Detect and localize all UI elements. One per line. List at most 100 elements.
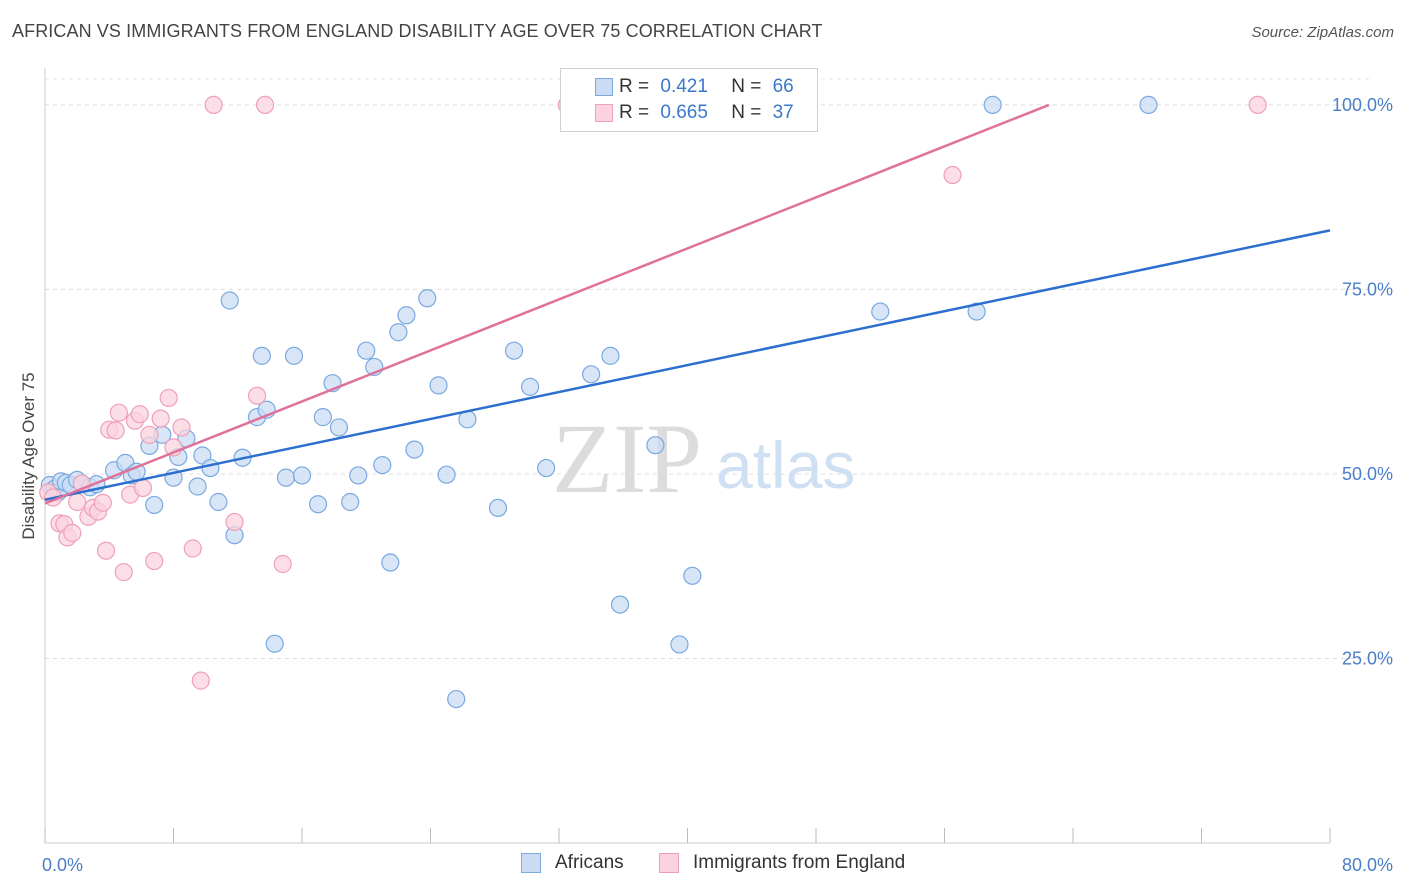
point-england (247, 386, 267, 405)
chart-source: Source: ZipAtlas.com (1251, 24, 1394, 41)
point-africans (601, 346, 620, 365)
x-tick-label: 0.0% (42, 855, 83, 875)
correlation-legend: R = 0.421 N = 66 R = 0.665 N = 37 (560, 68, 818, 132)
legend-r-value: 0.421 (660, 76, 708, 97)
point-england (93, 493, 112, 512)
point-africans (389, 323, 408, 342)
legend-swatch-england (595, 104, 613, 122)
legend-r-value: 0.665 (660, 102, 708, 123)
legend-swatch-africans (521, 853, 541, 873)
chart-title: AFRICAN VS IMMIGRANTS FROM ENGLAND DISAB… (12, 21, 823, 41)
legend-item-england: Immigrants from England (659, 852, 906, 874)
point-africans (488, 498, 508, 518)
point-africans (373, 455, 392, 475)
point-africans (201, 458, 220, 478)
y-tick-label: 100.0% (1332, 95, 1393, 115)
point-england (1248, 95, 1267, 115)
point-africans (418, 289, 437, 308)
point-africans (381, 553, 400, 572)
legend-item-africans: Africans (521, 852, 624, 874)
grid-lines (45, 78, 1370, 659)
point-africans (967, 302, 986, 321)
point-england (225, 512, 244, 532)
point-africans (537, 458, 556, 478)
point-africans (292, 466, 312, 485)
x-tick-label: 80.0% (1342, 855, 1393, 875)
point-england (140, 425, 159, 444)
point-africans (429, 376, 448, 395)
legend-r-label: R = (619, 102, 650, 123)
point-england (68, 492, 87, 512)
legend-n-label: N = (731, 76, 762, 97)
point-africans (447, 689, 466, 709)
point-england (133, 478, 153, 498)
point-africans (610, 595, 630, 614)
legend-row-england: R = 0.665 N = 37 (595, 102, 794, 126)
legend-row-africans: R = 0.421 N = 66 (595, 76, 794, 100)
tick-labels: 25.0% 50.0% 75.0% 100.0% 0.0% 80.0% (42, 95, 1393, 875)
axes (44, 68, 1331, 844)
legend-swatch-africans (595, 78, 613, 96)
point-africans (1139, 95, 1158, 115)
point-africans (252, 346, 271, 365)
point-africans (265, 634, 284, 653)
point-africans (349, 466, 368, 485)
point-africans (683, 566, 702, 585)
point-africans (313, 408, 332, 427)
point-africans (329, 418, 349, 437)
point-africans (220, 291, 239, 310)
legend-r-label: R = (619, 76, 650, 97)
point-england (114, 563, 133, 582)
point-africans (357, 341, 376, 360)
legend-label-england: Immigrants from England (693, 852, 906, 873)
point-africans (504, 341, 524, 360)
trend-lines (44, 103, 1331, 505)
point-africans (983, 95, 1002, 115)
point-africans (582, 365, 601, 384)
point-england (151, 409, 170, 428)
point-england (273, 554, 292, 574)
point-africans (308, 495, 328, 514)
y-tick-label: 75.0% (1342, 279, 1393, 299)
point-england (172, 418, 191, 437)
series-legend: Africans Immigrants from England (0, 852, 1406, 878)
point-africans (520, 377, 540, 396)
y-tick-label: 50.0% (1342, 464, 1393, 484)
legend-n-value: 66 (772, 76, 794, 97)
point-england (96, 541, 116, 560)
point-england (130, 405, 149, 424)
point-england (63, 523, 82, 543)
point-africans (871, 302, 890, 321)
legend-swatch-england (659, 853, 679, 873)
point-africans (397, 306, 416, 325)
y-tick-label: 25.0% (1342, 648, 1393, 668)
point-england (255, 95, 275, 115)
point-england (204, 95, 223, 115)
point-africans (284, 346, 304, 365)
point-england (145, 551, 164, 571)
point-africans (145, 495, 164, 515)
trend-line-england (44, 103, 1050, 505)
point-africans (341, 492, 360, 512)
point-england (183, 539, 202, 558)
point-england (191, 671, 210, 690)
data-points (39, 95, 1267, 709)
point-africans (209, 492, 228, 512)
watermark: ZIP atlas (552, 403, 855, 514)
legend-label-africans: Africans (555, 852, 624, 873)
point-england (109, 403, 128, 422)
point-africans (276, 468, 296, 487)
legend-n-label: N = (731, 102, 762, 123)
point-africans (437, 465, 456, 484)
point-england (943, 165, 962, 185)
watermark-zip: ZIP (552, 403, 702, 514)
point-africans (670, 635, 689, 654)
point-england (106, 421, 125, 440)
legend-n-value: 37 (772, 102, 794, 123)
trend-line-africans (44, 229, 1331, 502)
point-africans (188, 477, 207, 496)
point-africans (646, 436, 665, 455)
point-africans (405, 440, 424, 459)
y-axis-label: Disability Age Over 75 (19, 372, 38, 539)
